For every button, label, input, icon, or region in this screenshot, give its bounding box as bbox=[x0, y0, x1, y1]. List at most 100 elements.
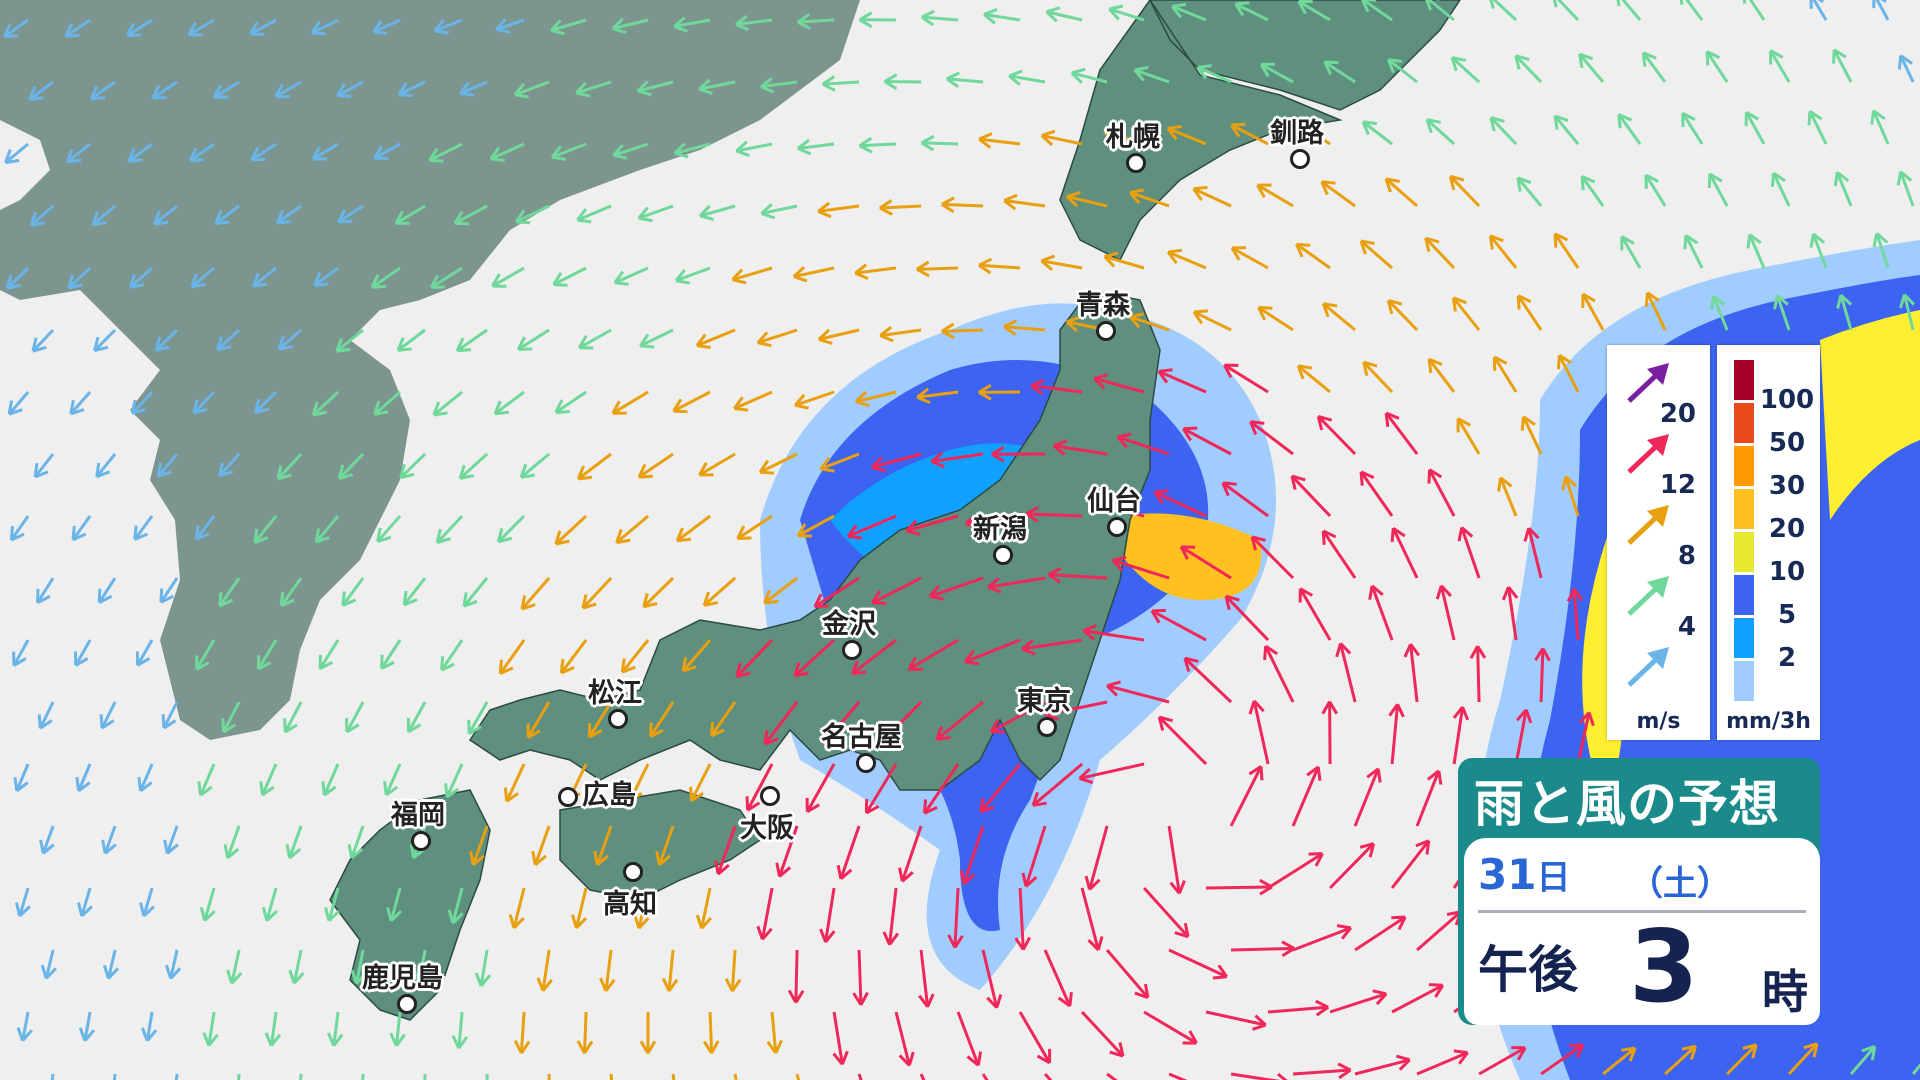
city-label: 金沢 bbox=[822, 609, 876, 640]
wind-arrow bbox=[613, 266, 649, 286]
wind-arrow bbox=[197, 763, 216, 797]
wind-arrow bbox=[212, 80, 240, 99]
wind-arrow bbox=[1292, 1062, 1352, 1080]
wind-arrow bbox=[99, 701, 117, 730]
wind-arrow bbox=[1065, 191, 1108, 208]
wind-arrow bbox=[945, 71, 984, 89]
wind-arrow bbox=[275, 204, 302, 225]
wind-arrow bbox=[1294, 120, 1331, 146]
wind-arrow bbox=[1705, 50, 1729, 83]
wind-arrow bbox=[1150, 608, 1207, 642]
wind-arrow bbox=[531, 825, 551, 866]
wind-arrow bbox=[554, 390, 587, 414]
wind-arrow bbox=[1179, 545, 1232, 580]
wind-arrow bbox=[453, 204, 488, 226]
wind-arrow bbox=[1018, 1011, 1052, 1065]
wind-arrow bbox=[261, 887, 278, 922]
wind-arrow bbox=[1335, 642, 1357, 703]
day-unit: 日 bbox=[1536, 858, 1571, 898]
wind-arrow bbox=[1257, 306, 1294, 332]
wind-arrow bbox=[709, 701, 737, 738]
city-label: 鹿児島 bbox=[362, 963, 443, 994]
wind-arrow bbox=[1391, 983, 1445, 1014]
wind-arrow bbox=[276, 452, 303, 481]
wind-arrow bbox=[1166, 124, 1207, 146]
wind-arrow bbox=[983, 7, 1021, 25]
wind-arrow bbox=[402, 577, 427, 607]
wind-arrow bbox=[1143, 1010, 1198, 1045]
wind-arrow bbox=[429, 266, 463, 289]
wind-arrow bbox=[1003, 193, 1046, 211]
wind-arrow bbox=[67, 266, 92, 290]
wind-arrow bbox=[796, 514, 835, 538]
wind-arrow bbox=[609, 1073, 613, 1080]
wind-arrow bbox=[508, 887, 526, 930]
wind-arrow bbox=[202, 1011, 219, 1047]
wind-arrow bbox=[495, 18, 525, 34]
wind-arrow bbox=[918, 949, 935, 1008]
wind-arrow bbox=[458, 452, 489, 480]
wind-arrow bbox=[279, 577, 303, 608]
wind-arrow bbox=[735, 14, 773, 32]
wind-arrow bbox=[636, 80, 674, 97]
wind-arrow bbox=[919, 1073, 926, 1080]
wind-arrow bbox=[724, 949, 742, 992]
wind-arrow bbox=[1620, 235, 1642, 269]
wind-arrow bbox=[467, 701, 489, 735]
rain-color-swatch bbox=[1734, 446, 1754, 486]
wind-arrow bbox=[288, 949, 305, 985]
wind-arrow bbox=[1787, 1042, 1819, 1076]
wind-arrow bbox=[1769, 49, 1791, 83]
wind-arrow bbox=[1267, 999, 1330, 1017]
wind-arrow bbox=[673, 142, 711, 159]
wind-arrow bbox=[1167, 825, 1186, 895]
wind-arrow bbox=[1103, 251, 1145, 270]
wind-arrow bbox=[491, 266, 525, 288]
wind-arrow bbox=[4, 142, 30, 165]
wind-arrow bbox=[1557, 354, 1580, 393]
wind-arrow bbox=[165, 949, 182, 980]
wind-arrow bbox=[423, 1073, 427, 1080]
wind-arrow bbox=[819, 887, 836, 943]
wind-arrow bbox=[1566, 588, 1584, 641]
wind-arrow bbox=[1353, 767, 1382, 827]
wind-arrow bbox=[277, 328, 303, 351]
wind-arrow bbox=[112, 1073, 117, 1080]
wind-arrow bbox=[1424, 236, 1456, 270]
wind-arrow bbox=[673, 16, 711, 33]
wind-arrow bbox=[879, 700, 923, 745]
wind-arrow bbox=[513, 1011, 531, 1054]
wind-arrow bbox=[396, 328, 426, 352]
wind-arrow bbox=[485, 1073, 489, 1080]
wind-arrow bbox=[237, 1073, 241, 1080]
wind-arrow bbox=[1450, 56, 1481, 84]
wind-arrow bbox=[1106, 1072, 1118, 1080]
forecast-title-box: 雨と風の予想 31日 （土） 午後 3 時 bbox=[1458, 758, 1820, 1025]
wind-arrow bbox=[1354, 1054, 1411, 1076]
wind-arrow bbox=[639, 1011, 657, 1054]
wind-arrow bbox=[1224, 594, 1270, 642]
wind-arrow bbox=[1451, 296, 1481, 331]
rain-color-swatch bbox=[1734, 360, 1754, 400]
wind-arrow bbox=[1832, 48, 1853, 83]
wind-arrow bbox=[1427, 357, 1456, 393]
city-label: 広島 bbox=[582, 780, 636, 811]
wind-arrow bbox=[386, 887, 403, 922]
rain-value: 5 bbox=[1777, 600, 1797, 630]
wind-arrow bbox=[1267, 852, 1324, 890]
wind-arrow bbox=[311, 142, 339, 161]
wind-arrow bbox=[649, 701, 675, 738]
wind-arrow bbox=[194, 515, 216, 541]
wind-legend-item: 4 bbox=[1607, 570, 1710, 642]
wind-arrow bbox=[1553, 232, 1580, 269]
wind-arrow bbox=[1040, 254, 1083, 271]
wind-arrow bbox=[1021, 638, 1083, 656]
wind-arrow bbox=[1080, 1010, 1125, 1058]
wind-arrow bbox=[373, 390, 402, 416]
wind-arrow bbox=[1116, 432, 1170, 456]
wind-arrow bbox=[1084, 825, 1109, 891]
wind-arrow bbox=[916, 387, 959, 405]
wind-arrow bbox=[1297, 0, 1331, 22]
land-japan bbox=[329, 0, 1461, 1021]
wind-arrow bbox=[249, 18, 277, 36]
